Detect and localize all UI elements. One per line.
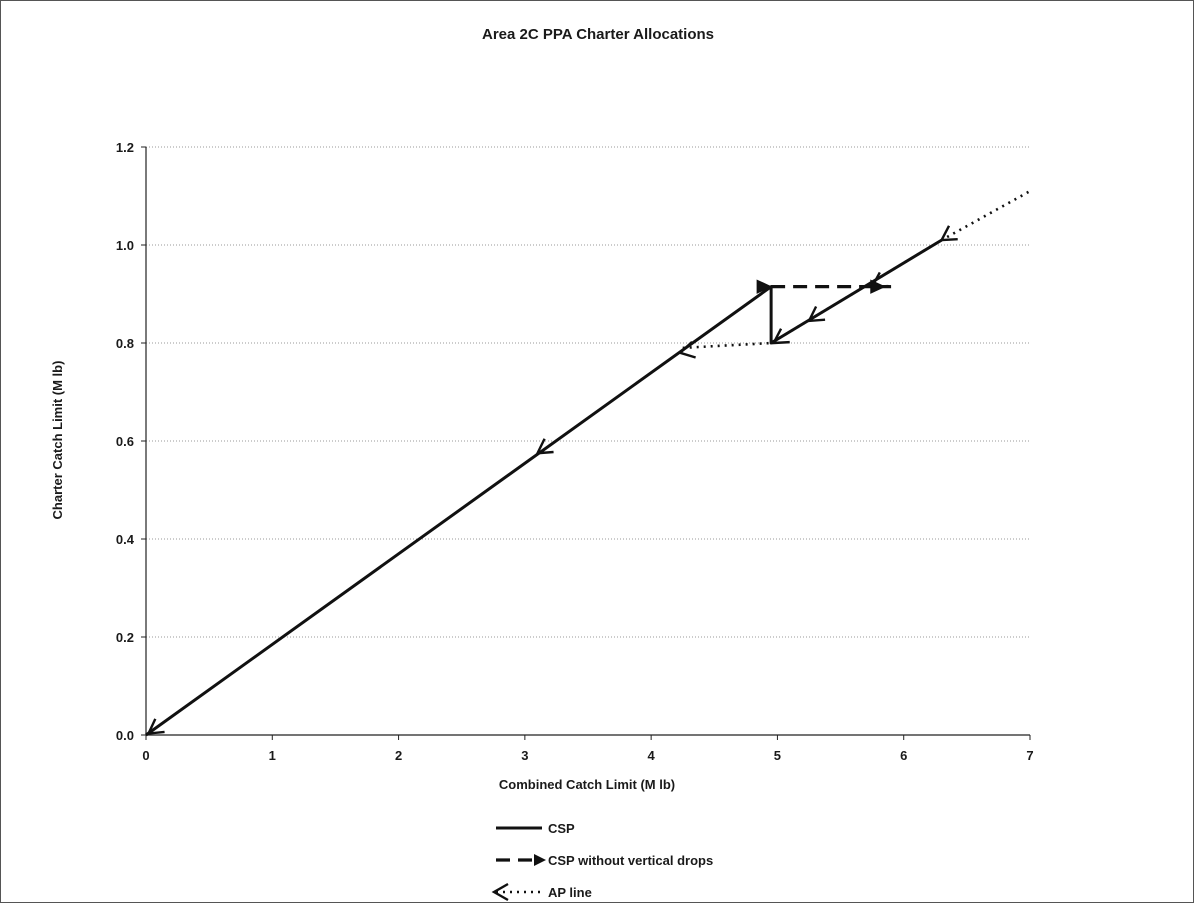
x-axis-title: Combined Catch Limit (M lb) [499, 777, 675, 792]
series-line-dotted [682, 189, 1031, 350]
gridlines [146, 146, 1030, 638]
y-tick-label: 0.4 [116, 532, 135, 547]
legend-arrow-solid [534, 854, 546, 866]
x-tick-label: 1 [269, 748, 276, 763]
y-tick-label: 0.0 [116, 728, 134, 743]
legend-label: AP line [548, 885, 592, 900]
x-tick-label: 7 [1026, 748, 1033, 763]
y-axis-title: Charter Catch Limit (M lb) [50, 361, 65, 520]
chart-title: Area 2C PPA Charter Allocations [482, 26, 714, 43]
x-tick-labels: 0 1 2 3 4 5 6 7 [142, 748, 1033, 763]
arrow-open-marker [939, 225, 958, 242]
y-tick-label: 1.2 [116, 140, 134, 155]
x-tick-label: 0 [142, 748, 149, 763]
arrow-open-marker [771, 328, 790, 345]
x-tick-label: 4 [648, 748, 656, 763]
x-tick-label: 5 [774, 748, 781, 763]
arrow-open-marker [677, 341, 696, 359]
arrow-open-marker [535, 438, 554, 455]
axes [141, 146, 1031, 740]
legend-arrow-open [491, 882, 509, 902]
x-tick-label: 3 [521, 748, 528, 763]
legend-label: CSP without vertical drops [548, 853, 713, 868]
arrow-solid-marker [870, 279, 886, 294]
arrow-markers [146, 225, 958, 735]
arrow-open-marker [806, 305, 826, 323]
series-lines [145, 189, 1031, 737]
series-line-solid [145, 238, 943, 737]
y-tick-label: 0.2 [116, 630, 134, 645]
y-tick-label: 0.8 [116, 336, 134, 351]
y-tick-labels: 0.0 0.2 0.4 0.6 0.8 1.0 1.2 [116, 140, 135, 743]
y-tick-label: 1.0 [116, 238, 134, 253]
arrow-open-marker [146, 718, 165, 735]
x-tick-label: 6 [900, 748, 907, 763]
arrow-solid-marker [756, 279, 773, 294]
legend-label: CSP [548, 821, 575, 836]
x-tick-label: 2 [395, 748, 402, 763]
legend: CSP CSP without vertical drops AP line [491, 821, 713, 902]
y-tick-label: 0.6 [116, 434, 134, 449]
